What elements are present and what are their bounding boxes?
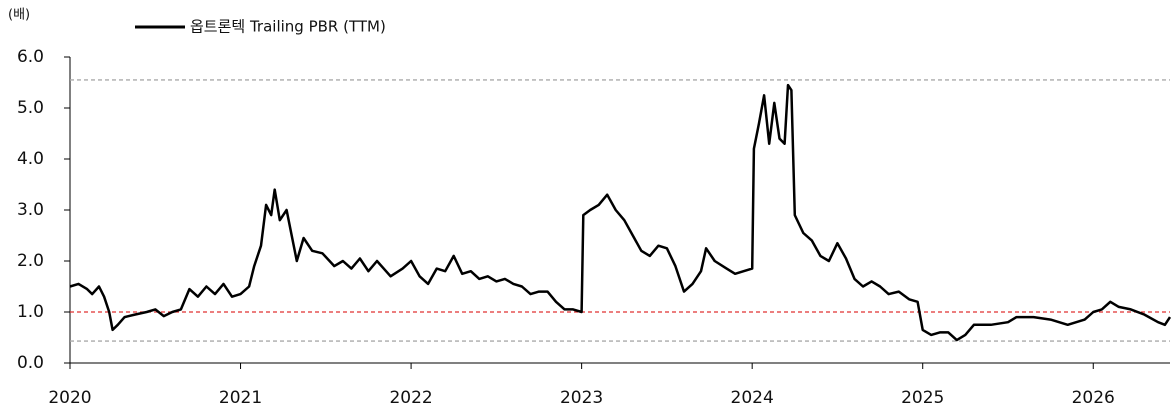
y-tick-label: 6.0 [17, 47, 44, 67]
y-tick-label: 1.0 [17, 302, 44, 322]
x-tick-label: 2020 [48, 388, 91, 408]
x-tick-label: 2021 [219, 388, 262, 408]
x-tick-label: 2023 [560, 388, 603, 408]
y-tick-label: 3.0 [17, 200, 44, 220]
y-axis-label: (배) [8, 8, 30, 23]
legend-label: 옵트론텍 Trailing PBR (TTM) [190, 18, 386, 36]
x-tick-label: 2026 [1072, 388, 1115, 408]
data-line [69, 83, 1172, 342]
x-tick-label: 2022 [389, 388, 432, 408]
y-tick-label: 5.0 [17, 98, 44, 118]
y-tick-label: 0.0 [17, 353, 44, 373]
x-tick-label: 2025 [901, 388, 944, 408]
x-tick-label: 2024 [731, 388, 774, 408]
y-tick-label: 4.0 [17, 149, 44, 169]
y-tick-label: 2.0 [17, 251, 44, 271]
